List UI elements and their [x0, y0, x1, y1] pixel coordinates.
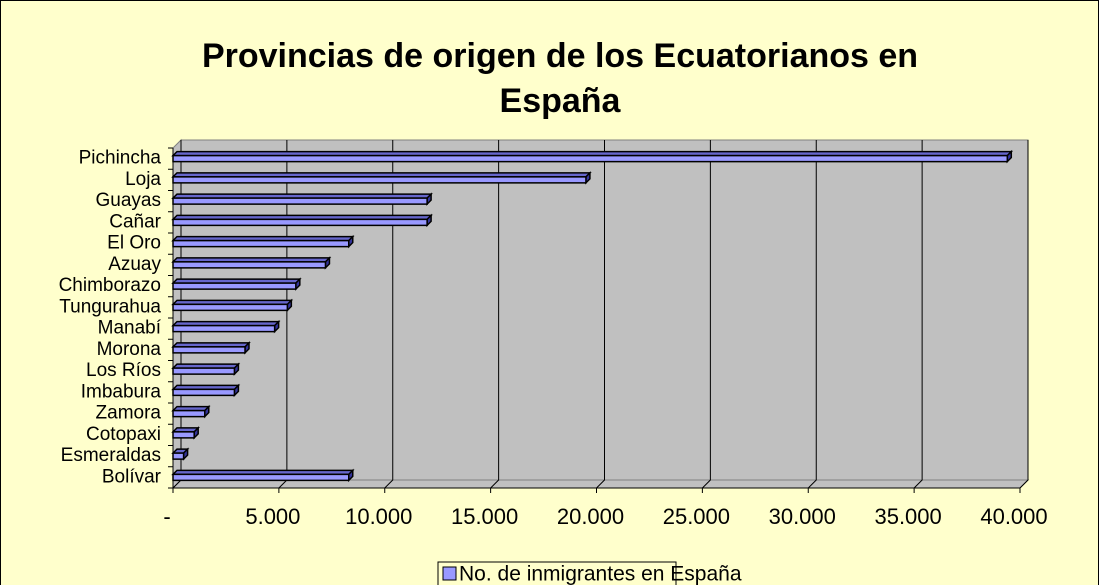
grid-line [913, 140, 923, 489]
bar [172, 388, 236, 397]
x-tick-label: 30.000 [769, 504, 836, 529]
y-tick-label: Tungurahua [59, 296, 161, 317]
x-tick-label: 5.000 [245, 504, 300, 529]
grid-line [807, 140, 817, 489]
bar [172, 473, 350, 482]
grid-line [702, 140, 711, 489]
bar [172, 409, 206, 418]
bar [172, 282, 297, 290]
y-tick-label: Morona [97, 339, 162, 360]
bar [172, 239, 350, 248]
bar [172, 154, 1009, 163]
x-tick-label: 20.000 [557, 504, 624, 529]
bar [172, 452, 185, 460]
x-tick-label: 15.000 [451, 504, 518, 529]
y-tick-label: Manabí [98, 318, 162, 339]
x-tick-label: - [163, 504, 170, 529]
y-tick-label: El Oro [107, 233, 161, 254]
legend-swatch [442, 566, 457, 581]
bar [172, 218, 428, 227]
chart-title: Provincias de origen de los Ecuatorianos… [202, 37, 918, 120]
y-tick-label: Chimborazo [59, 275, 161, 296]
y-tick-label: Cañar [109, 211, 161, 232]
x-tick-label: 25.000 [663, 504, 730, 529]
bar [172, 431, 195, 439]
x-tick-label: 35.000 [874, 504, 941, 529]
y-tick-label: Cotopaxi [86, 424, 161, 445]
grid-line [384, 140, 394, 489]
bar [172, 303, 289, 312]
legend-box [437, 561, 677, 585]
grid-line [1019, 140, 1029, 489]
bar [172, 176, 587, 184]
y-tick-label: Pichincha [79, 148, 162, 169]
y-tick-label: Zamora [96, 403, 162, 424]
y-tick-label: Esmeraldas [61, 445, 161, 466]
legend-label: No. de inmigrantes en España [459, 563, 742, 585]
y-tick-label: Guayas [96, 190, 161, 211]
y-tick-label: Bolívar [102, 466, 162, 487]
y-tick-label: Loja [125, 169, 161, 190]
bar [172, 346, 246, 354]
bar [172, 197, 428, 205]
y-tick-label: Los Ríos [86, 360, 161, 381]
grid-line [490, 140, 500, 489]
y-tick-label: Imbabura [81, 381, 162, 402]
x-tick-label: 10.000 [345, 504, 412, 529]
bar [172, 367, 236, 375]
grid-line [596, 140, 605, 489]
x-tick-label: 40.000 [980, 504, 1047, 529]
y-tick-label: Azuay [108, 254, 161, 275]
bar [172, 324, 276, 333]
bar [172, 261, 327, 269]
